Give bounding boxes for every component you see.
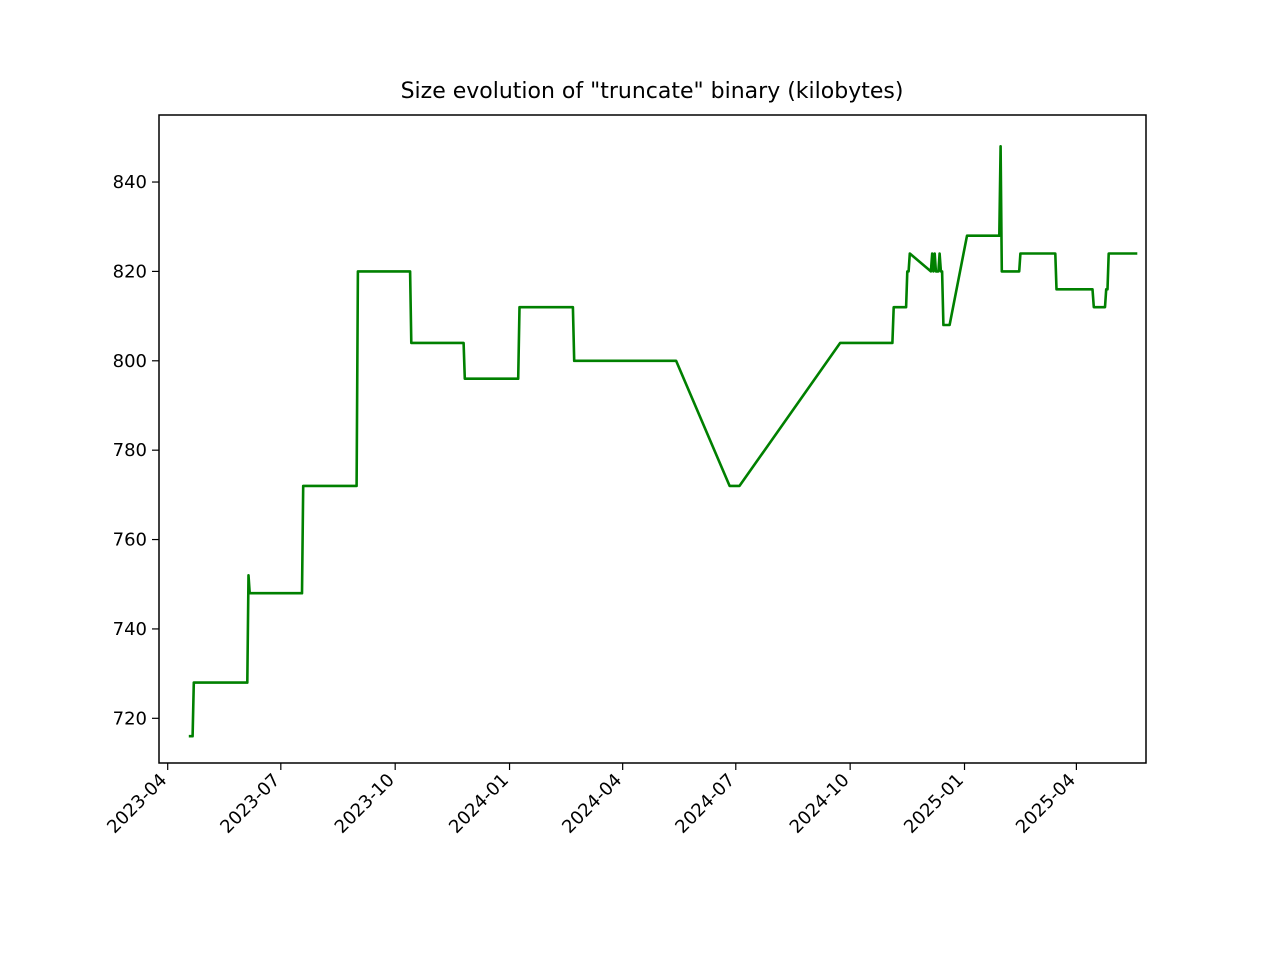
plot-frame <box>158 114 1147 764</box>
series-line <box>188 145 1138 738</box>
y-tick-label: 820 <box>113 261 147 282</box>
y-tick-label: 740 <box>113 619 147 640</box>
y-tick-label: 780 <box>113 440 147 461</box>
chart-title: Size evolution of "truncate" binary (kil… <box>401 79 904 104</box>
y-tick-label: 760 <box>113 530 147 551</box>
y-tick-label: 840 <box>113 172 147 193</box>
y-tick-label: 720 <box>113 708 147 729</box>
y-axis: 720 740 760 780 800 820 840 <box>113 172 159 729</box>
y-tick-label: 800 <box>113 351 147 372</box>
series-layer <box>188 145 1138 738</box>
